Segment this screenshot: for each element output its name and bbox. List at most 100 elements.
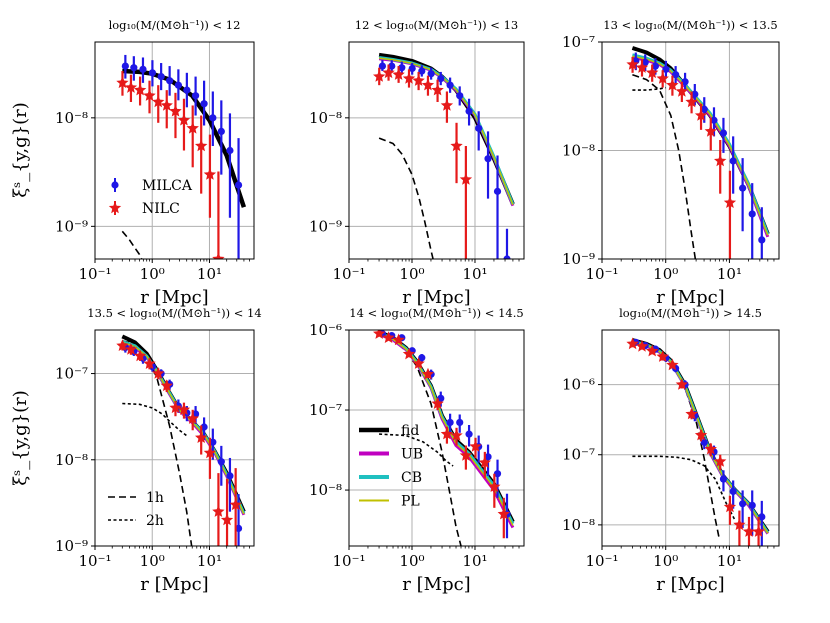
milca-point: [437, 74, 445, 83]
milca-point: [484, 155, 492, 163]
nilc-point: [133, 83, 147, 96]
y-axis-label: ξˢ_{y,g}(r): [10, 102, 31, 198]
nilc-point: [195, 431, 208, 443]
nilc-point: [392, 333, 405, 346]
nilc-point: [124, 343, 138, 355]
milca-point: [739, 500, 747, 508]
nilc-point: [143, 89, 156, 101]
milca-point: [484, 453, 492, 461]
nilc-point: [392, 68, 405, 80]
nilc-point: [402, 347, 416, 360]
plot-area: [602, 330, 779, 546]
milca-point: [493, 187, 502, 195]
milca-point: [456, 418, 464, 427]
nilc-point: [160, 379, 173, 392]
nilc-point: [704, 124, 717, 137]
legend-1h-label: 1h: [146, 490, 164, 506]
milca-point: [748, 501, 756, 509]
panel-2: 10⁻¹ 10⁰ 10¹ 10⁻⁹ 10⁻⁸ 12 < log₁₀(M/(M⊙h⁻¹)) …: [309, 18, 525, 308]
panel-title: 14 < log₁₀(M/(M⊙h⁻¹)) < 14.5: [349, 306, 523, 320]
x-axis-label: r [Mpc]: [402, 574, 470, 595]
nilc-point: [203, 168, 217, 180]
milca-point: [388, 62, 396, 70]
y-tick-label: 10⁻⁹: [309, 217, 342, 235]
nilc-point: [160, 99, 173, 111]
nilc-point: [675, 378, 688, 390]
legend-cb-label: CB: [401, 470, 422, 486]
milca-point: [378, 62, 387, 70]
legend-models: fid UB CB PL: [359, 423, 423, 510]
x-tick-label: 10¹: [717, 552, 742, 570]
y-tick-label: 10⁻⁹: [55, 537, 88, 555]
nilc-point: [382, 331, 395, 343]
nilc-point: [152, 95, 165, 108]
x-axis-label: r [Mpc]: [140, 287, 208, 308]
nilc-point: [124, 81, 138, 93]
nilc-point: [478, 456, 491, 468]
y-tick-label: 10⁻⁷: [55, 365, 88, 383]
milca-point: [234, 181, 243, 189]
milca-point: [641, 58, 649, 66]
nilc-point: [229, 498, 242, 511]
nilc-point: [704, 442, 717, 455]
nilc-point: [421, 78, 435, 91]
milca-point: [200, 100, 208, 108]
milca-point: [662, 65, 670, 73]
y-tick-label: 10⁻⁷: [562, 446, 595, 464]
x-tick-label: 10¹: [462, 265, 487, 283]
milca-point: [719, 129, 728, 137]
plot-area: [95, 330, 254, 546]
milca-point: [681, 78, 689, 86]
panel-3: 10⁻¹ 10⁰ 10¹ 10⁻⁹ 10⁻⁸ 10⁻⁷ 13 < log₁₀(M/(M⊙h⁻…: [562, 18, 780, 308]
nilc-point: [169, 401, 182, 414]
y-tick-label: 10⁻⁸: [562, 516, 595, 534]
milca-point: [209, 114, 217, 122]
twohalo-line: [632, 86, 666, 91]
y-tick-label: 10⁻⁶: [309, 321, 342, 339]
nilc-point: [459, 173, 473, 185]
x-tick-label: 10¹: [197, 265, 222, 283]
nilc-point: [497, 507, 510, 520]
nilc-point: [742, 525, 756, 537]
nilc-point: [694, 109, 708, 121]
panel-title: 12 < log₁₀(M/(M⊙h⁻¹)) < 13: [355, 18, 518, 32]
milca-point: [465, 430, 473, 438]
panel-title: 13.5 < log₁₀(M/(M⊙h⁻¹)) < 14: [87, 306, 261, 320]
legend-nilc-label: NILC: [142, 201, 180, 217]
nilc-point: [646, 66, 659, 79]
nilc-point: [626, 337, 639, 350]
milca-point: [739, 184, 747, 192]
nilc-point: [152, 367, 165, 379]
x-tick-label: 10⁰: [140, 265, 165, 283]
milca-point: [183, 86, 191, 94]
nilc-point: [186, 121, 199, 134]
milca-point: [758, 513, 766, 521]
nilc-point: [186, 412, 199, 424]
milca-point: [217, 458, 225, 466]
fid-line: [121, 334, 246, 513]
nilc-point: [382, 66, 395, 79]
nilc-point: [714, 455, 727, 467]
milca-point: [729, 487, 737, 496]
nilc-point: [450, 429, 463, 441]
milca-point: [729, 157, 737, 165]
nilc-point: [714, 154, 727, 167]
nilc-point: [752, 525, 765, 537]
nilc-point: [212, 252, 225, 259]
axes-frame: [94, 329, 255, 547]
milca-point: [217, 127, 225, 135]
milca-point: [226, 472, 234, 480]
x-tick-label: 10⁰: [653, 265, 678, 283]
onehalo-line: [378, 137, 434, 259]
legend-fid-label: fid: [401, 423, 419, 439]
y-tick-label: 10⁻⁷: [309, 401, 342, 419]
nilc-point: [402, 72, 416, 84]
axes-frame: [348, 329, 525, 547]
nilc-point: [666, 358, 679, 371]
legend-2h-label: 2h: [146, 513, 164, 529]
nilc-point: [421, 367, 435, 380]
milca-point: [672, 71, 680, 79]
milca-point: [719, 475, 728, 483]
x-tick-label: 10⁰: [653, 552, 678, 570]
